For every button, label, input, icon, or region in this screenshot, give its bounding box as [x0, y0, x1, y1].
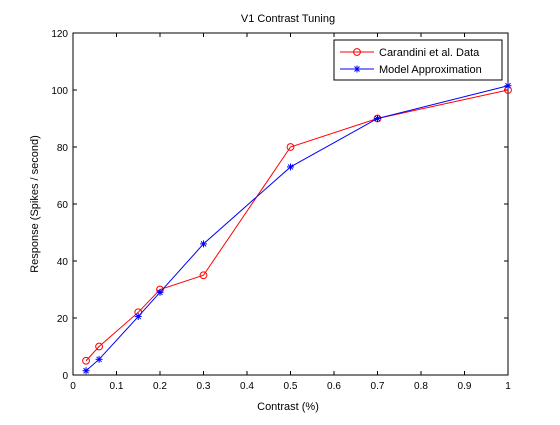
- data-point: [95, 342, 103, 351]
- data-point: [134, 313, 142, 321]
- x-tick-label: 0.9: [458, 381, 472, 392]
- x-tick-label: 0.3: [197, 381, 211, 392]
- y-tick-label: 100: [51, 86, 68, 97]
- y-axis-label: Response (Spikes / second): [29, 135, 41, 273]
- series-2: [82, 82, 512, 375]
- data-point: [504, 82, 512, 90]
- x-tick-label: 0.2: [153, 381, 167, 392]
- chart-title: V1 Contrast Tuning: [241, 13, 335, 25]
- x-tick-label: 0.4: [240, 381, 254, 392]
- x-axis-label: Contrast (%): [257, 401, 319, 413]
- legend: Carandini et al. Data Model Approximation: [333, 39, 503, 81]
- data-point: [199, 271, 208, 280]
- data-point: [287, 163, 294, 171]
- data-point: [286, 143, 295, 151]
- y-tick-label: 80: [57, 143, 69, 154]
- data-point: [156, 288, 164, 296]
- axes-layer: 0 0.1 0.2 0.3 0.4 0.5 0.6 0.7 0.8 0.9 1 0 20 40 60 80 10…: [51, 29, 511, 392]
- legend-marker: [353, 48, 361, 56]
- legend-label: Carandini et al. Data: [379, 47, 480, 59]
- y-tick-label: 0: [62, 371, 68, 382]
- legend-marker: [353, 65, 361, 73]
- x-tick-label: 1: [505, 381, 511, 392]
- y-tick-label: 60: [57, 200, 69, 211]
- x-tick-label: 0.5: [284, 381, 298, 392]
- data-point: [82, 367, 90, 375]
- y-tick-label: 120: [51, 29, 68, 40]
- x-tick-label: 0: [70, 381, 76, 392]
- plot-frame: [72, 32, 509, 376]
- data-point: [200, 240, 207, 248]
- y-tick-label: 40: [57, 257, 69, 268]
- series-line: [85, 85, 509, 372]
- series-layer: [82, 82, 512, 375]
- x-tick-label: 0.1: [110, 381, 124, 392]
- legend-item: Model Approximation: [340, 64, 482, 76]
- legend-item: Carandini et al. Data: [340, 47, 480, 59]
- legend-label: Model Approximation: [379, 64, 482, 76]
- data-point: [374, 115, 381, 122]
- data-point: [82, 356, 90, 365]
- x-tick-label: 0.8: [414, 381, 428, 392]
- y-tick-label: 20: [57, 314, 69, 325]
- series-line: [85, 89, 509, 362]
- x-tick-label: 0.7: [371, 381, 385, 392]
- legend-box: [333, 39, 503, 81]
- x-tick-label: 0.6: [327, 381, 341, 392]
- data-point: [95, 355, 103, 363]
